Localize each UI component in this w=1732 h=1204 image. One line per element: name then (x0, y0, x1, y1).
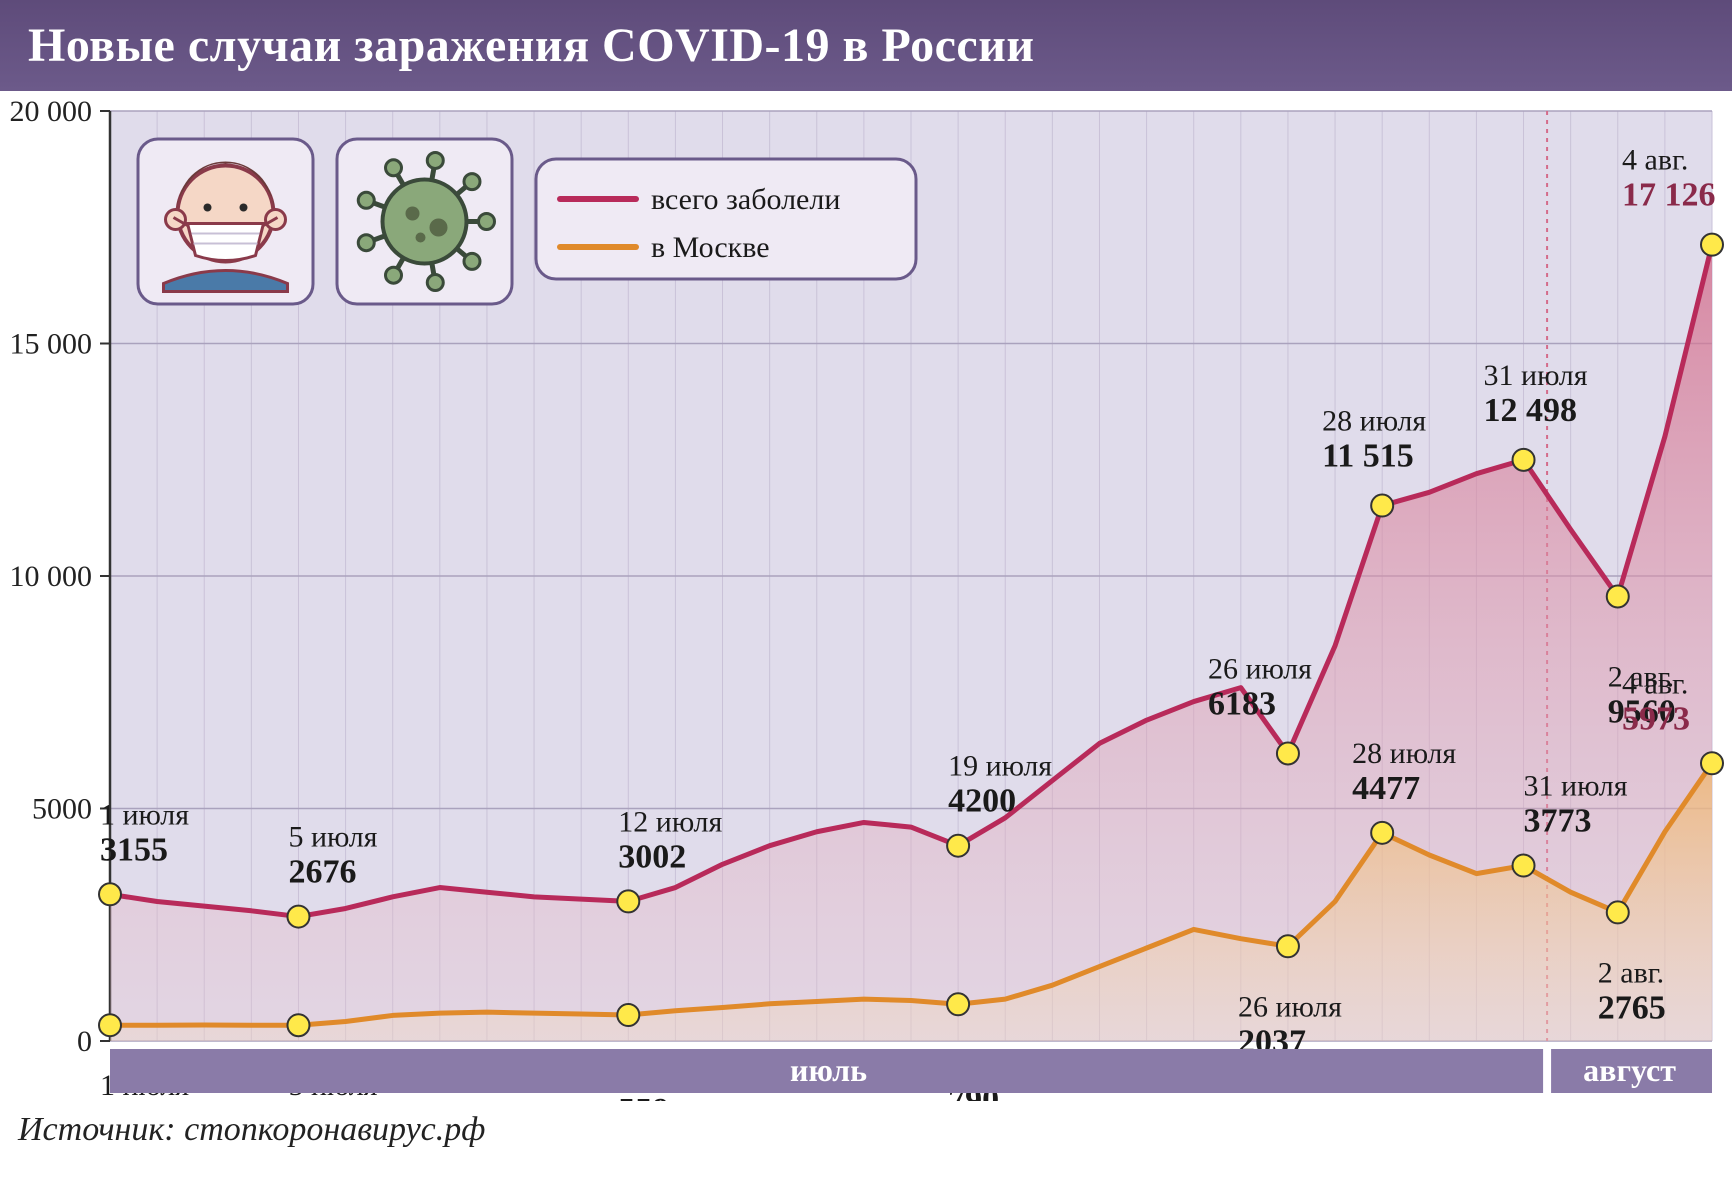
svg-text:5973: 5973 (1622, 700, 1690, 737)
page-title: Новые случаи заражения COVID-19 в России (28, 18, 1704, 73)
svg-text:4 авг.: 4 авг. (1622, 144, 1688, 177)
svg-text:5 июля: 5 июля (288, 821, 377, 854)
svg-text:12 июля: 12 июля (618, 805, 722, 838)
svg-text:1 июля: 1 июля (100, 798, 189, 831)
svg-text:20 000: 20 000 (10, 95, 93, 128)
svg-text:10 000: 10 000 (10, 560, 93, 593)
svg-text:15 000: 15 000 (10, 328, 93, 361)
svg-text:559: 559 (618, 1092, 669, 1101)
svg-text:всего заболели: всего заболели (651, 183, 840, 216)
svg-text:28 июля: 28 июля (1352, 737, 1456, 770)
svg-text:в Москве: в Москве (651, 231, 770, 264)
svg-text:4200: 4200 (948, 783, 1016, 820)
svg-text:3155: 3155 (100, 831, 168, 868)
svg-text:0: 0 (77, 1025, 92, 1058)
svg-text:26 июля: 26 июля (1238, 990, 1342, 1023)
svg-text:19 июля: 19 июля (948, 750, 1052, 783)
svg-text:2676: 2676 (288, 854, 356, 891)
svg-text:17 126: 17 126 (1622, 177, 1716, 214)
svg-text:26 июля: 26 июля (1208, 652, 1312, 685)
svg-text:5000: 5000 (32, 793, 92, 826)
chart-area: 0500010 00015 00020 0001 июля31555 июля2… (0, 91, 1732, 1101)
svg-text:4477: 4477 (1352, 770, 1420, 807)
svg-text:4 авг.: 4 авг. (1622, 667, 1688, 700)
svg-text:31 июля: 31 июля (1484, 359, 1588, 392)
svg-text:3773: 3773 (1524, 803, 1592, 840)
svg-text:31 июля: 31 июля (1524, 770, 1628, 803)
svg-text:11 515: 11 515 (1322, 438, 1414, 475)
header-bar: Новые случаи заражения COVID-19 в России (0, 0, 1732, 91)
svg-text:август: август (1583, 1052, 1676, 1088)
svg-text:28 июля: 28 июля (1322, 405, 1426, 438)
svg-text:6183: 6183 (1208, 685, 1276, 722)
svg-text:2765: 2765 (1598, 989, 1666, 1026)
svg-text:3002: 3002 (618, 838, 686, 875)
svg-text:2 авг.: 2 авг. (1598, 956, 1664, 989)
svg-text:июль: июль (790, 1052, 867, 1088)
source-text: Источник: стопкоронавирус.рф (0, 1101, 1732, 1159)
covid-chart: 0500010 00015 00020 0001 июля31555 июля2… (0, 91, 1732, 1101)
svg-text:12 498: 12 498 (1484, 392, 1578, 429)
